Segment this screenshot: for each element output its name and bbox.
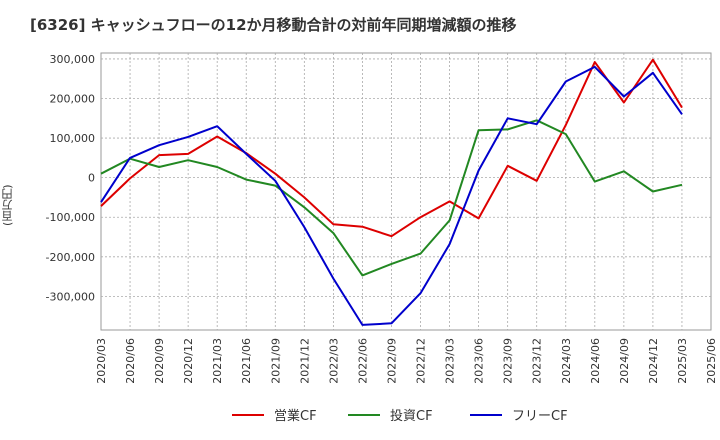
legend-label: 営業CF [274,408,317,424]
x-tick-label: 2021/03 [211,338,224,384]
x-tick-label: 2020/12 [182,338,195,384]
x-tick-label: 2023/03 [444,338,457,384]
chart-title: [6326] キャッシュフローの12か月移動合計の対前年同期増減額の推移 [30,16,517,34]
x-tick-label: 2024/12 [647,338,660,384]
series-line [100,65,683,326]
legend-label: フリーCF [512,409,568,424]
x-tick-label: 2022/12 [415,338,428,384]
plot-area [100,52,712,331]
x-tick-label: 2023/09 [502,338,515,384]
x-tick-label: 2024/03 [560,338,573,384]
x-tick-label: 2023/12 [531,338,544,384]
x-tick-label: 2025/03 [676,338,689,384]
series-line [100,119,683,277]
y-tick-label: -100,000 [46,211,95,224]
x-tick-label: 2025/06 [705,338,718,384]
x-tick-label: 2020/06 [124,338,137,384]
series-line [100,58,683,238]
x-tick-label: 2021/12 [298,338,311,384]
y-tick-label: 300,000 [50,53,96,66]
y-tick-label: -300,000 [46,290,95,303]
x-tick-label: 2022/03 [327,338,340,384]
y-tick-label: 0 [88,172,95,185]
x-tick-label: 2021/06 [240,338,253,384]
x-tick-label: 2020/09 [153,338,166,384]
x-tick-label: 2020/03 [95,338,108,384]
x-tick-label: 2024/06 [589,338,602,384]
x-tick-label: 2022/09 [385,338,398,384]
x-tick-label: 2022/06 [356,338,369,384]
y-tick-label: -200,000 [46,251,95,264]
x-tick-label: 2021/09 [269,338,282,384]
y-tick-label: 200,000 [50,93,96,106]
x-tick-label: 2024/09 [618,338,631,384]
x-tick-label: 2023/06 [473,338,486,384]
y-tick-label: 100,000 [50,132,96,145]
legend-label: 投資CF [390,408,433,424]
